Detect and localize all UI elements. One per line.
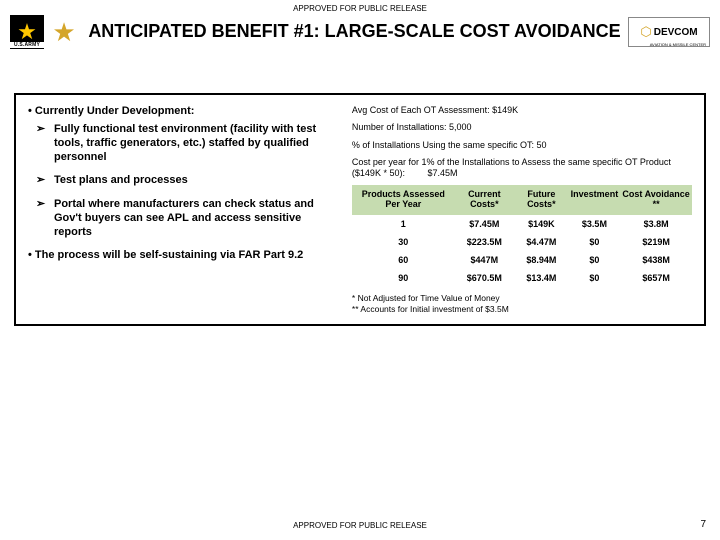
footnote: * Not Adjusted for Time Value of Money *…	[352, 293, 692, 314]
page-title: ANTICIPATED BENEFIT #1: LARGE-SCALE COST…	[81, 21, 628, 43]
calc-result: $7.45M	[427, 168, 457, 178]
star-icon: ★	[17, 21, 37, 43]
col-header: Current Costs*	[455, 185, 514, 215]
classification-top: APPROVED FOR PUBLIC RELEASE	[0, 0, 720, 13]
table-row: 60$447M$8.94M$0$438M	[352, 251, 692, 269]
table-cell: $657M	[620, 269, 692, 287]
table-cell: $0	[569, 233, 621, 251]
logos-left: ★ U.S.ARMY ★	[10, 15, 81, 49]
table-header-row: Products Assessed Per Year Current Costs…	[352, 185, 692, 215]
info-line-text: Cost per year for 1% of the Installation…	[352, 157, 671, 178]
table-cell: $223.5M	[455, 233, 514, 251]
army-logo: ★ U.S.ARMY	[10, 15, 44, 49]
col-header: Investment	[569, 185, 621, 215]
content-box: • Currently Under Development: Fully fun…	[14, 93, 706, 326]
table-cell: $3.8M	[620, 215, 692, 233]
classification-bottom: APPROVED FOR PUBLIC RELEASE	[0, 521, 720, 530]
table-cell: $3.5M	[569, 215, 621, 233]
table-cell: $0	[569, 251, 621, 269]
table-cell: $670.5M	[455, 269, 514, 287]
devcom-text: DEVCOM	[654, 27, 698, 38]
table-cell: 30	[352, 233, 455, 251]
table-cell: 90	[352, 269, 455, 287]
table-row: 30$223.5M$4.47M$0$219M	[352, 233, 692, 251]
table-row: 90$670.5M$13.4M$0$657M	[352, 269, 692, 287]
col-header: Cost Avoidance **	[620, 185, 692, 215]
footnote-line: ** Accounts for Initial investment of $3…	[352, 304, 692, 315]
right-column: Avg Cost of Each OT Assessment: $149K Nu…	[352, 105, 692, 314]
col-header: Future Costs*	[514, 185, 569, 215]
heading-under-dev: • Currently Under Development:	[28, 105, 342, 117]
table-cell: 60	[352, 251, 455, 269]
table-cell: $447M	[455, 251, 514, 269]
table-cell: $7.45M	[455, 215, 514, 233]
cost-table: Products Assessed Per Year Current Costs…	[352, 185, 692, 287]
header: ★ U.S.ARMY ★ ANTICIPATED BENEFIT #1: LAR…	[0, 13, 720, 55]
hex-icon: ⬡	[640, 24, 651, 40]
table-row: 1$7.45M$149K$3.5M$3.8M	[352, 215, 692, 233]
info-line: Number of Installations: 5,000	[352, 122, 692, 133]
table-cell: $149K	[514, 215, 569, 233]
heading-self-sustain: • The process will be self-sustaining vi…	[28, 249, 342, 261]
table-cell: $13.4M	[514, 269, 569, 287]
devcom-logo: ⬡ DEVCOM AVIATION & MISSILE CENTER	[628, 17, 710, 47]
devcom-sub: AVIATION & MISSILE CENTER	[650, 42, 706, 47]
bullet-item: Fully functional test environment (facil…	[36, 123, 342, 164]
col-header: Products Assessed Per Year	[352, 185, 455, 215]
info-line: % of Installations Using the same specif…	[352, 140, 692, 151]
left-column: • Currently Under Development: Fully fun…	[28, 105, 342, 314]
footnote-line: * Not Adjusted for Time Value of Money	[352, 293, 692, 304]
bullets-list: Fully functional test environment (facil…	[28, 123, 342, 239]
table-cell: $438M	[620, 251, 692, 269]
page-number: 7	[700, 519, 706, 530]
table-cell: $4.47M	[514, 233, 569, 251]
table-cell: $0	[569, 269, 621, 287]
shield-icon: ★	[47, 15, 81, 49]
bullet-item: Test plans and processes	[36, 174, 342, 188]
table-cell: 1	[352, 215, 455, 233]
table-cell: $8.94M	[514, 251, 569, 269]
info-line: Cost per year for 1% of the Installation…	[352, 157, 692, 180]
info-line: Avg Cost of Each OT Assessment: $149K	[352, 105, 692, 116]
bullet-item: Portal where manufacturers can check sta…	[36, 198, 342, 239]
table-cell: $219M	[620, 233, 692, 251]
army-label: U.S.ARMY	[10, 42, 44, 48]
